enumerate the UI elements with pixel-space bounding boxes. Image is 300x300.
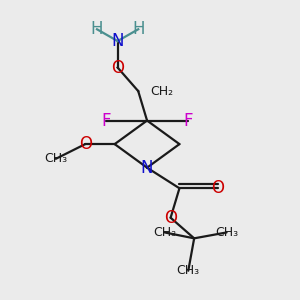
Text: CH₃: CH₃ bbox=[177, 264, 200, 277]
Text: F: F bbox=[101, 112, 111, 130]
Text: CH₂: CH₂ bbox=[150, 85, 173, 98]
Text: H: H bbox=[132, 20, 145, 38]
Text: CH₃: CH₃ bbox=[44, 152, 67, 165]
Text: O: O bbox=[111, 58, 124, 76]
Text: CH₃: CH₃ bbox=[215, 226, 238, 239]
Text: F: F bbox=[184, 112, 193, 130]
Text: N: N bbox=[141, 159, 153, 177]
Text: O: O bbox=[211, 179, 224, 197]
Text: O: O bbox=[164, 209, 177, 227]
Text: CH₃: CH₃ bbox=[153, 226, 176, 239]
Text: N: N bbox=[111, 32, 124, 50]
Text: H: H bbox=[91, 20, 103, 38]
Text: O: O bbox=[79, 135, 92, 153]
